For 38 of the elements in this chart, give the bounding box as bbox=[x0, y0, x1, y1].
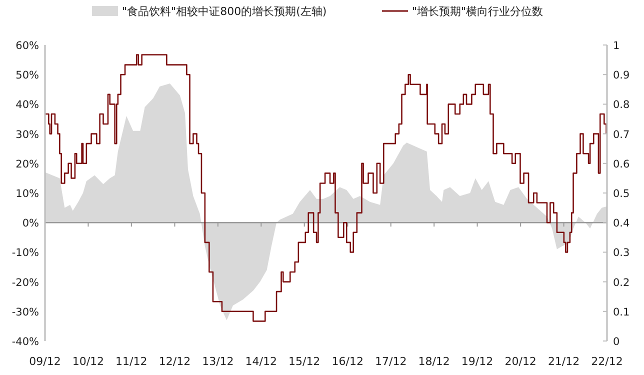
x-tick-label: 17/12 bbox=[375, 355, 407, 368]
x-tick-label: 22/12 bbox=[591, 355, 623, 368]
y-tick-label: -30% bbox=[12, 306, 40, 318]
y2-tick-label: 0.3 bbox=[613, 247, 630, 260]
y2-tick-label: 0 bbox=[613, 336, 620, 348]
x-tick-label: 14/12 bbox=[245, 355, 277, 368]
x-tick-label: 18/12 bbox=[418, 355, 450, 368]
x-tick-label: 15/12 bbox=[288, 355, 320, 368]
y-tick-label: 60% bbox=[16, 40, 40, 52]
x-tick-label: 11/12 bbox=[116, 355, 148, 368]
y2-tick-label: 0.6 bbox=[613, 158, 630, 170]
y-tick-label: -20% bbox=[12, 276, 40, 289]
x-tick-label: 12/12 bbox=[158, 355, 191, 368]
y2-tick-label: 0.2 bbox=[613, 276, 630, 289]
y-tick-label: 30% bbox=[16, 128, 40, 141]
y2-tick-label: 0.4 bbox=[613, 218, 630, 230]
y2-tick-label: 0.5 bbox=[613, 188, 630, 200]
y2-tick-label: 0.8 bbox=[613, 99, 630, 112]
x-tick-label: 13/12 bbox=[202, 355, 234, 368]
y-tick-label: -10% bbox=[12, 247, 40, 260]
y2-tick-label: 0.9 bbox=[613, 70, 630, 82]
y-tick-label: 50% bbox=[16, 70, 40, 82]
y2-tick-label: 0.7 bbox=[613, 128, 630, 141]
x-tick-label: 16/12 bbox=[332, 355, 364, 368]
y-tick-label: -40% bbox=[12, 336, 40, 348]
y-tick-label: 10% bbox=[16, 188, 40, 200]
legend-label: "食品饮料"相较中证800的增长预期(左轴) bbox=[122, 5, 327, 18]
y-tick-label: 20% bbox=[16, 158, 40, 170]
x-tick-label: 09/12 bbox=[29, 355, 61, 368]
x-tick-label: 19/12 bbox=[461, 355, 494, 368]
y2-tick-label: 0.1 bbox=[613, 306, 630, 318]
y2-tick-label: 1 bbox=[613, 40, 620, 52]
legend-label: "增长预期"横向行业分位数 bbox=[412, 5, 544, 18]
x-tick-label: 20/12 bbox=[504, 355, 536, 368]
x-tick-label: 21/12 bbox=[548, 355, 580, 368]
y-tick-label: 40% bbox=[16, 99, 40, 112]
y-tick-label: 0% bbox=[22, 218, 40, 230]
x-tick-label: 10/12 bbox=[72, 355, 104, 368]
